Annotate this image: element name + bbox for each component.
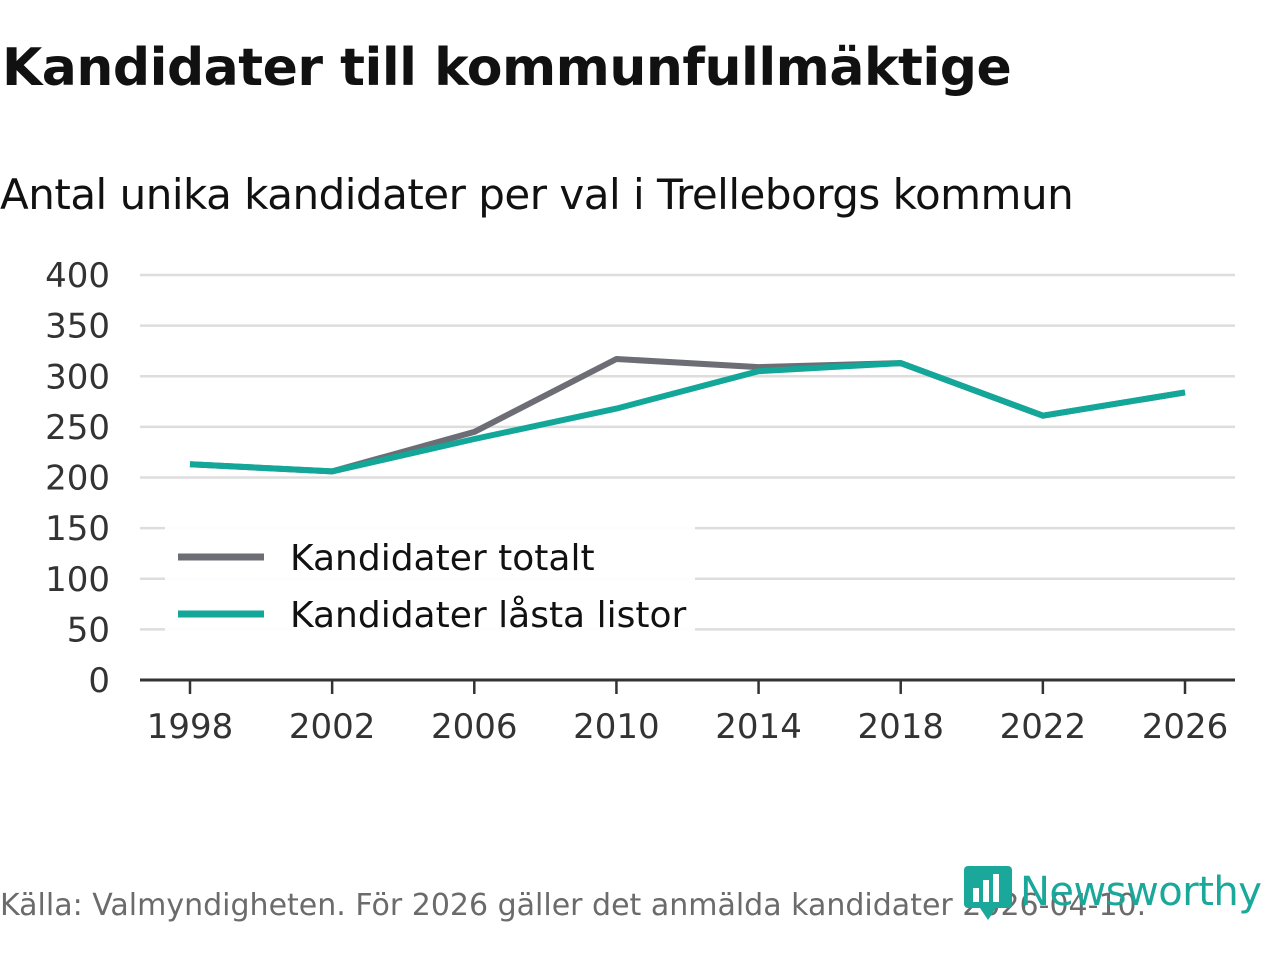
x-tick-label: 2006 bbox=[431, 707, 518, 747]
series-lines bbox=[189, 356, 1186, 475]
x-axis-ticks: 1998 2002 2006 2010 2014 2018 2022 2026 bbox=[147, 680, 1229, 747]
legend-label-1: Kandidater totalt bbox=[290, 538, 595, 579]
newsworthy-logo-icon bbox=[964, 866, 1012, 920]
legend-label-2: Kandidater låsta listor bbox=[290, 595, 686, 636]
y-tick-label: 350 bbox=[45, 307, 110, 347]
y-tick-label: 100 bbox=[45, 560, 110, 600]
y-axis-ticks: 0 50 100 150 200 250 300 350 400 bbox=[45, 256, 110, 701]
x-tick-label: 1998 bbox=[147, 707, 234, 747]
y-tick-label: 250 bbox=[45, 408, 110, 448]
y-tick-label: 50 bbox=[67, 610, 110, 650]
x-tick-label: 2010 bbox=[573, 707, 660, 747]
x-tick-label: 2018 bbox=[857, 707, 944, 747]
x-tick-label: 2026 bbox=[1142, 707, 1229, 747]
x-tick-label: 2014 bbox=[715, 707, 802, 747]
y-tick-label: 0 bbox=[88, 661, 110, 701]
chart-subtitle: Antal unika kandidater per val i Trelleb… bbox=[0, 170, 1074, 219]
y-tick-label: 150 bbox=[45, 509, 110, 549]
brand-name: Newsworthy bbox=[1020, 869, 1262, 915]
x-tick-label: 2022 bbox=[1000, 707, 1087, 747]
y-tick-label: 300 bbox=[45, 357, 110, 397]
x-tick-label: 2002 bbox=[289, 707, 376, 747]
chart-title: Kandidater till kommunfullmäktige bbox=[2, 38, 1012, 98]
series-line-2 bbox=[189, 360, 1186, 475]
legend: Kandidater totalt Kandidater låsta listor bbox=[165, 526, 695, 636]
y-tick-label: 400 bbox=[45, 256, 110, 296]
source-note: Källa: Valmyndigheten. För 2026 gäller d… bbox=[0, 888, 1147, 923]
y-tick-label: 200 bbox=[45, 459, 110, 499]
brand-logo: Newsworthy bbox=[962, 862, 1262, 922]
